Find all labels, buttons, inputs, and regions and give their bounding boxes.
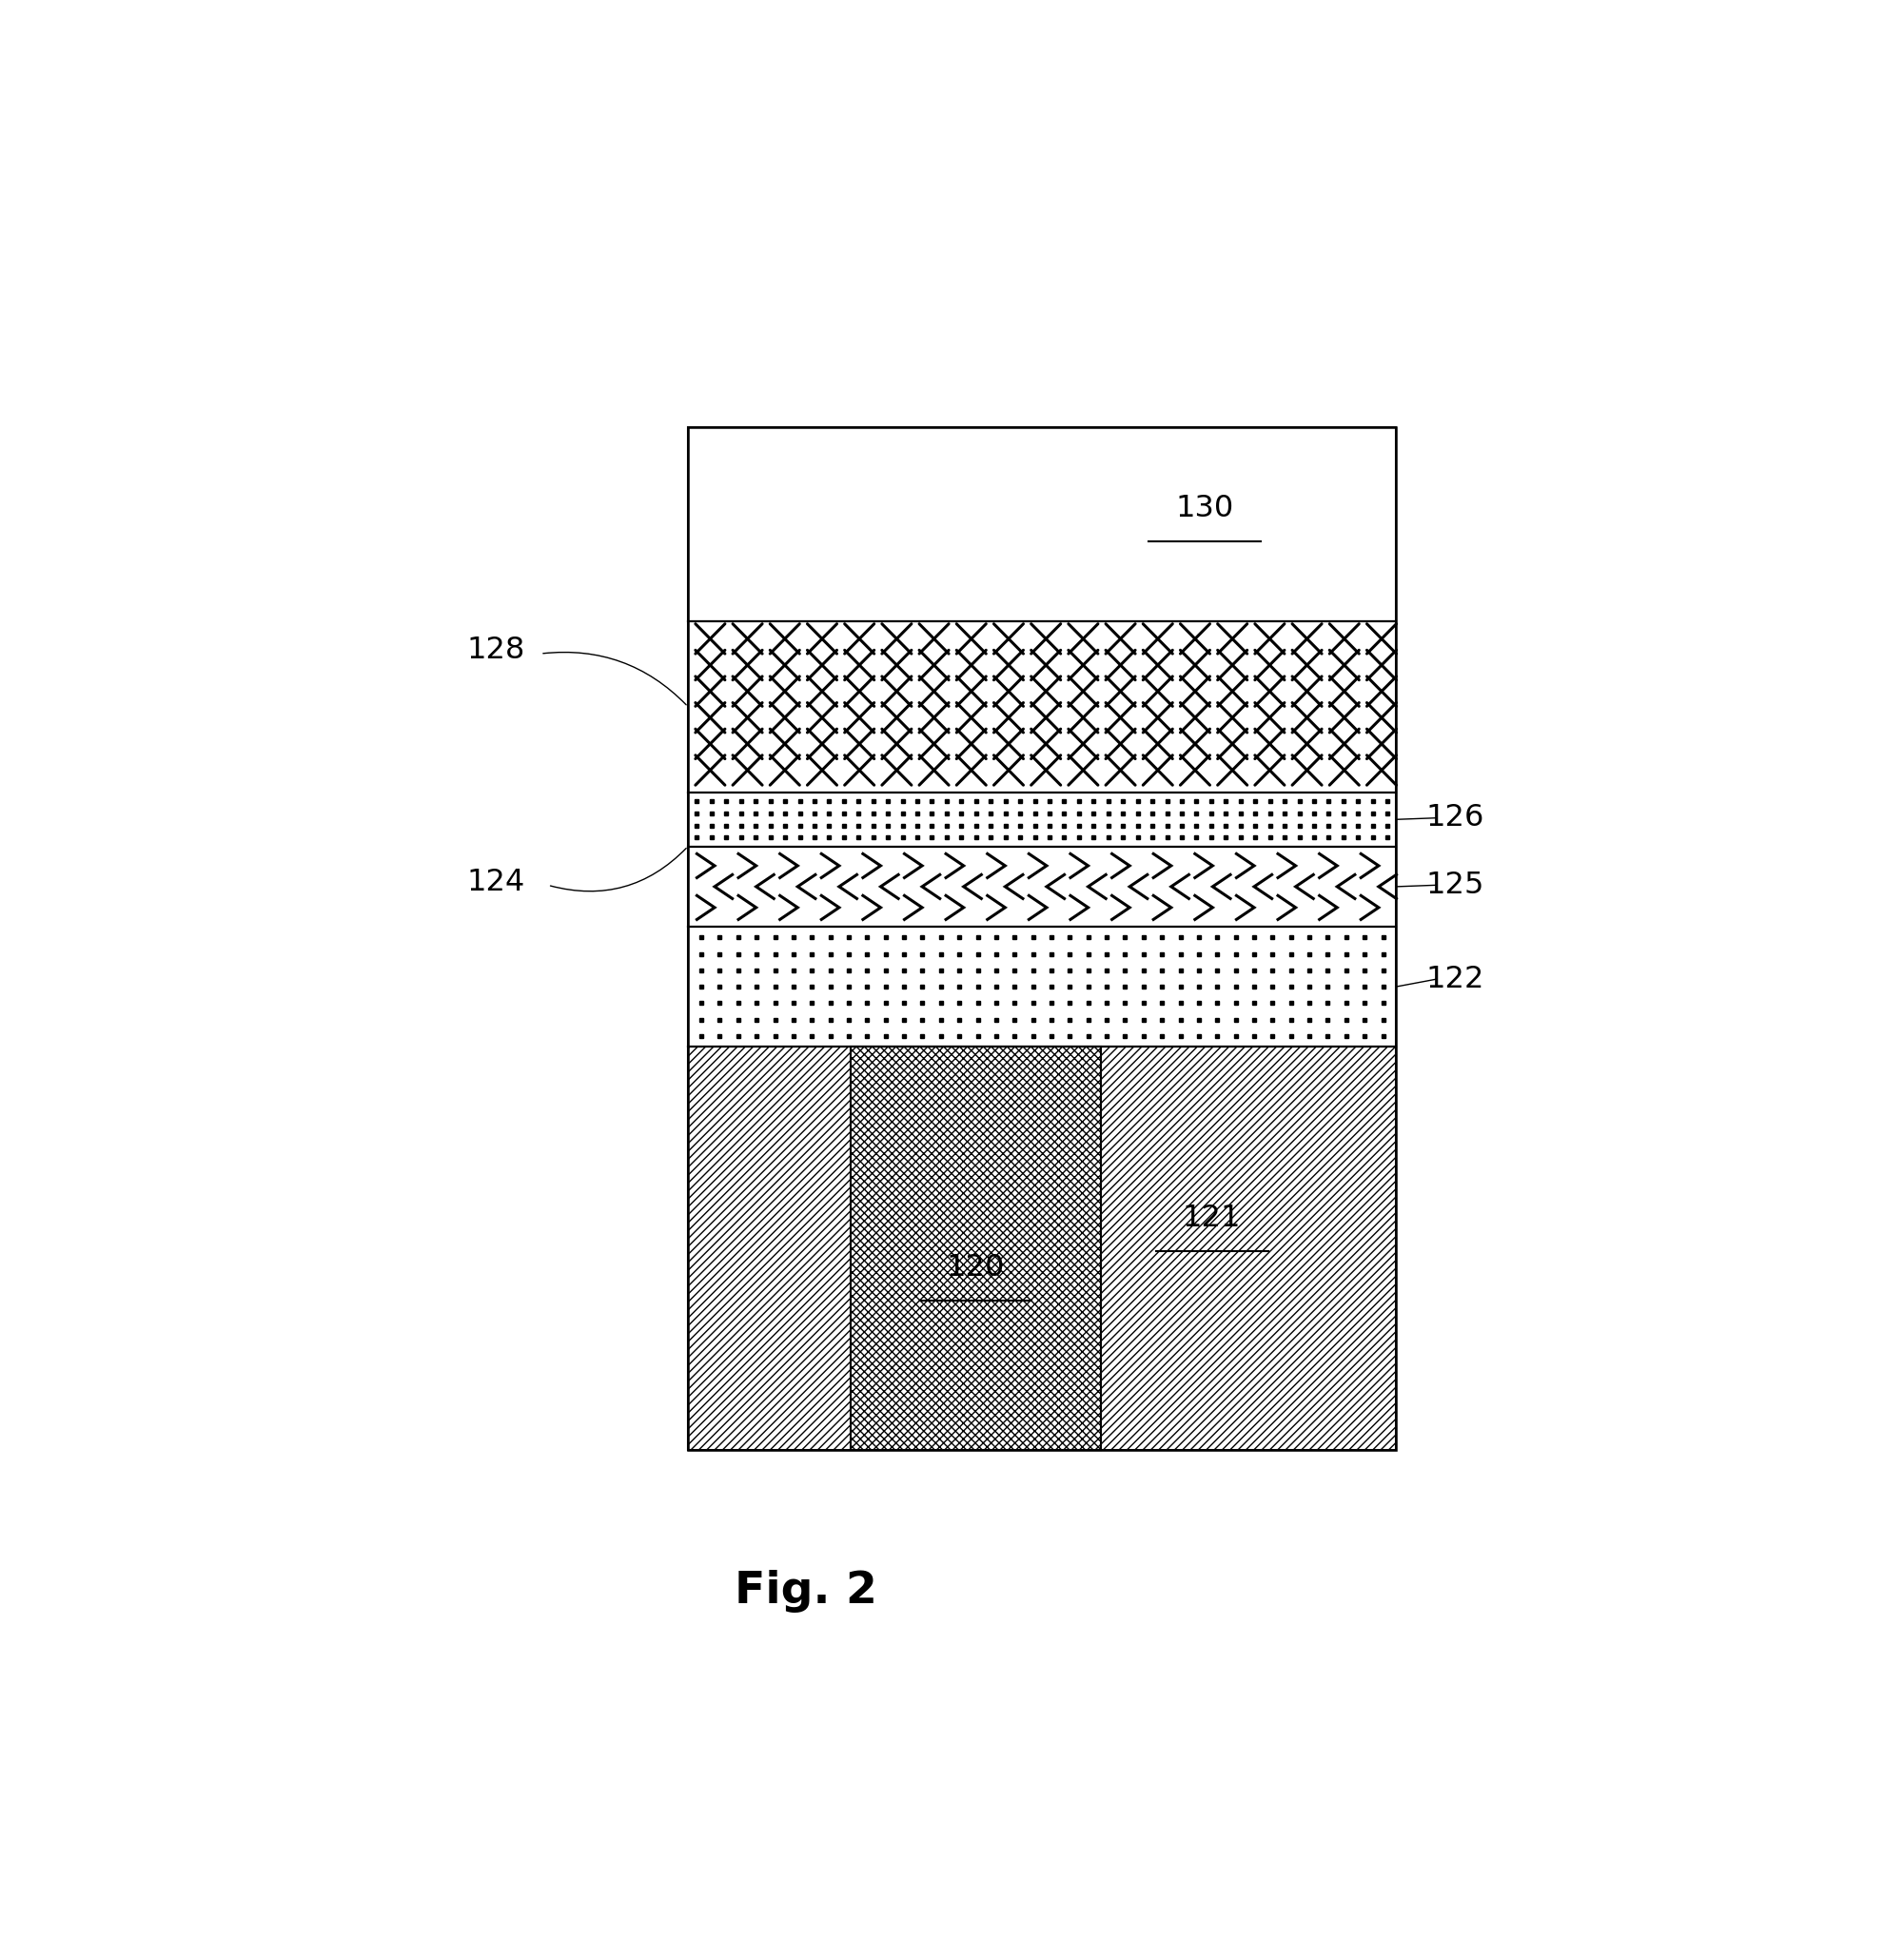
Text: 126: 126 [1426, 803, 1485, 832]
Text: 122: 122 [1426, 964, 1485, 995]
Text: 130: 130 [1175, 494, 1234, 524]
Text: 125: 125 [1426, 871, 1485, 900]
Bar [687, 793, 1396, 845]
Text: 120: 120 [946, 1253, 1005, 1282]
Text: Fig. 2: Fig. 2 [735, 1571, 878, 1613]
Text: 121: 121 [1182, 1204, 1241, 1233]
Bar [687, 427, 1396, 620]
Bar [687, 927, 1396, 1047]
Text: 128: 128 [466, 636, 526, 665]
Bar [687, 427, 1396, 1450]
Bar [687, 620, 1396, 793]
Bar [851, 1047, 1101, 1450]
Bar [687, 1047, 1396, 1450]
Bar [687, 845, 1396, 927]
Text: 124: 124 [466, 867, 526, 898]
